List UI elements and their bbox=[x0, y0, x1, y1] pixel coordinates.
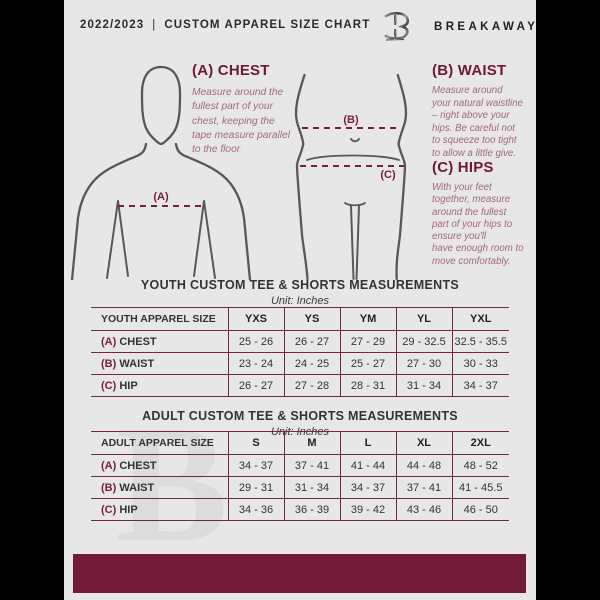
svg-text:(B): (B) bbox=[343, 114, 359, 126]
svg-text:(A): (A) bbox=[153, 191, 169, 203]
svg-text:(C): (C) bbox=[380, 169, 396, 181]
